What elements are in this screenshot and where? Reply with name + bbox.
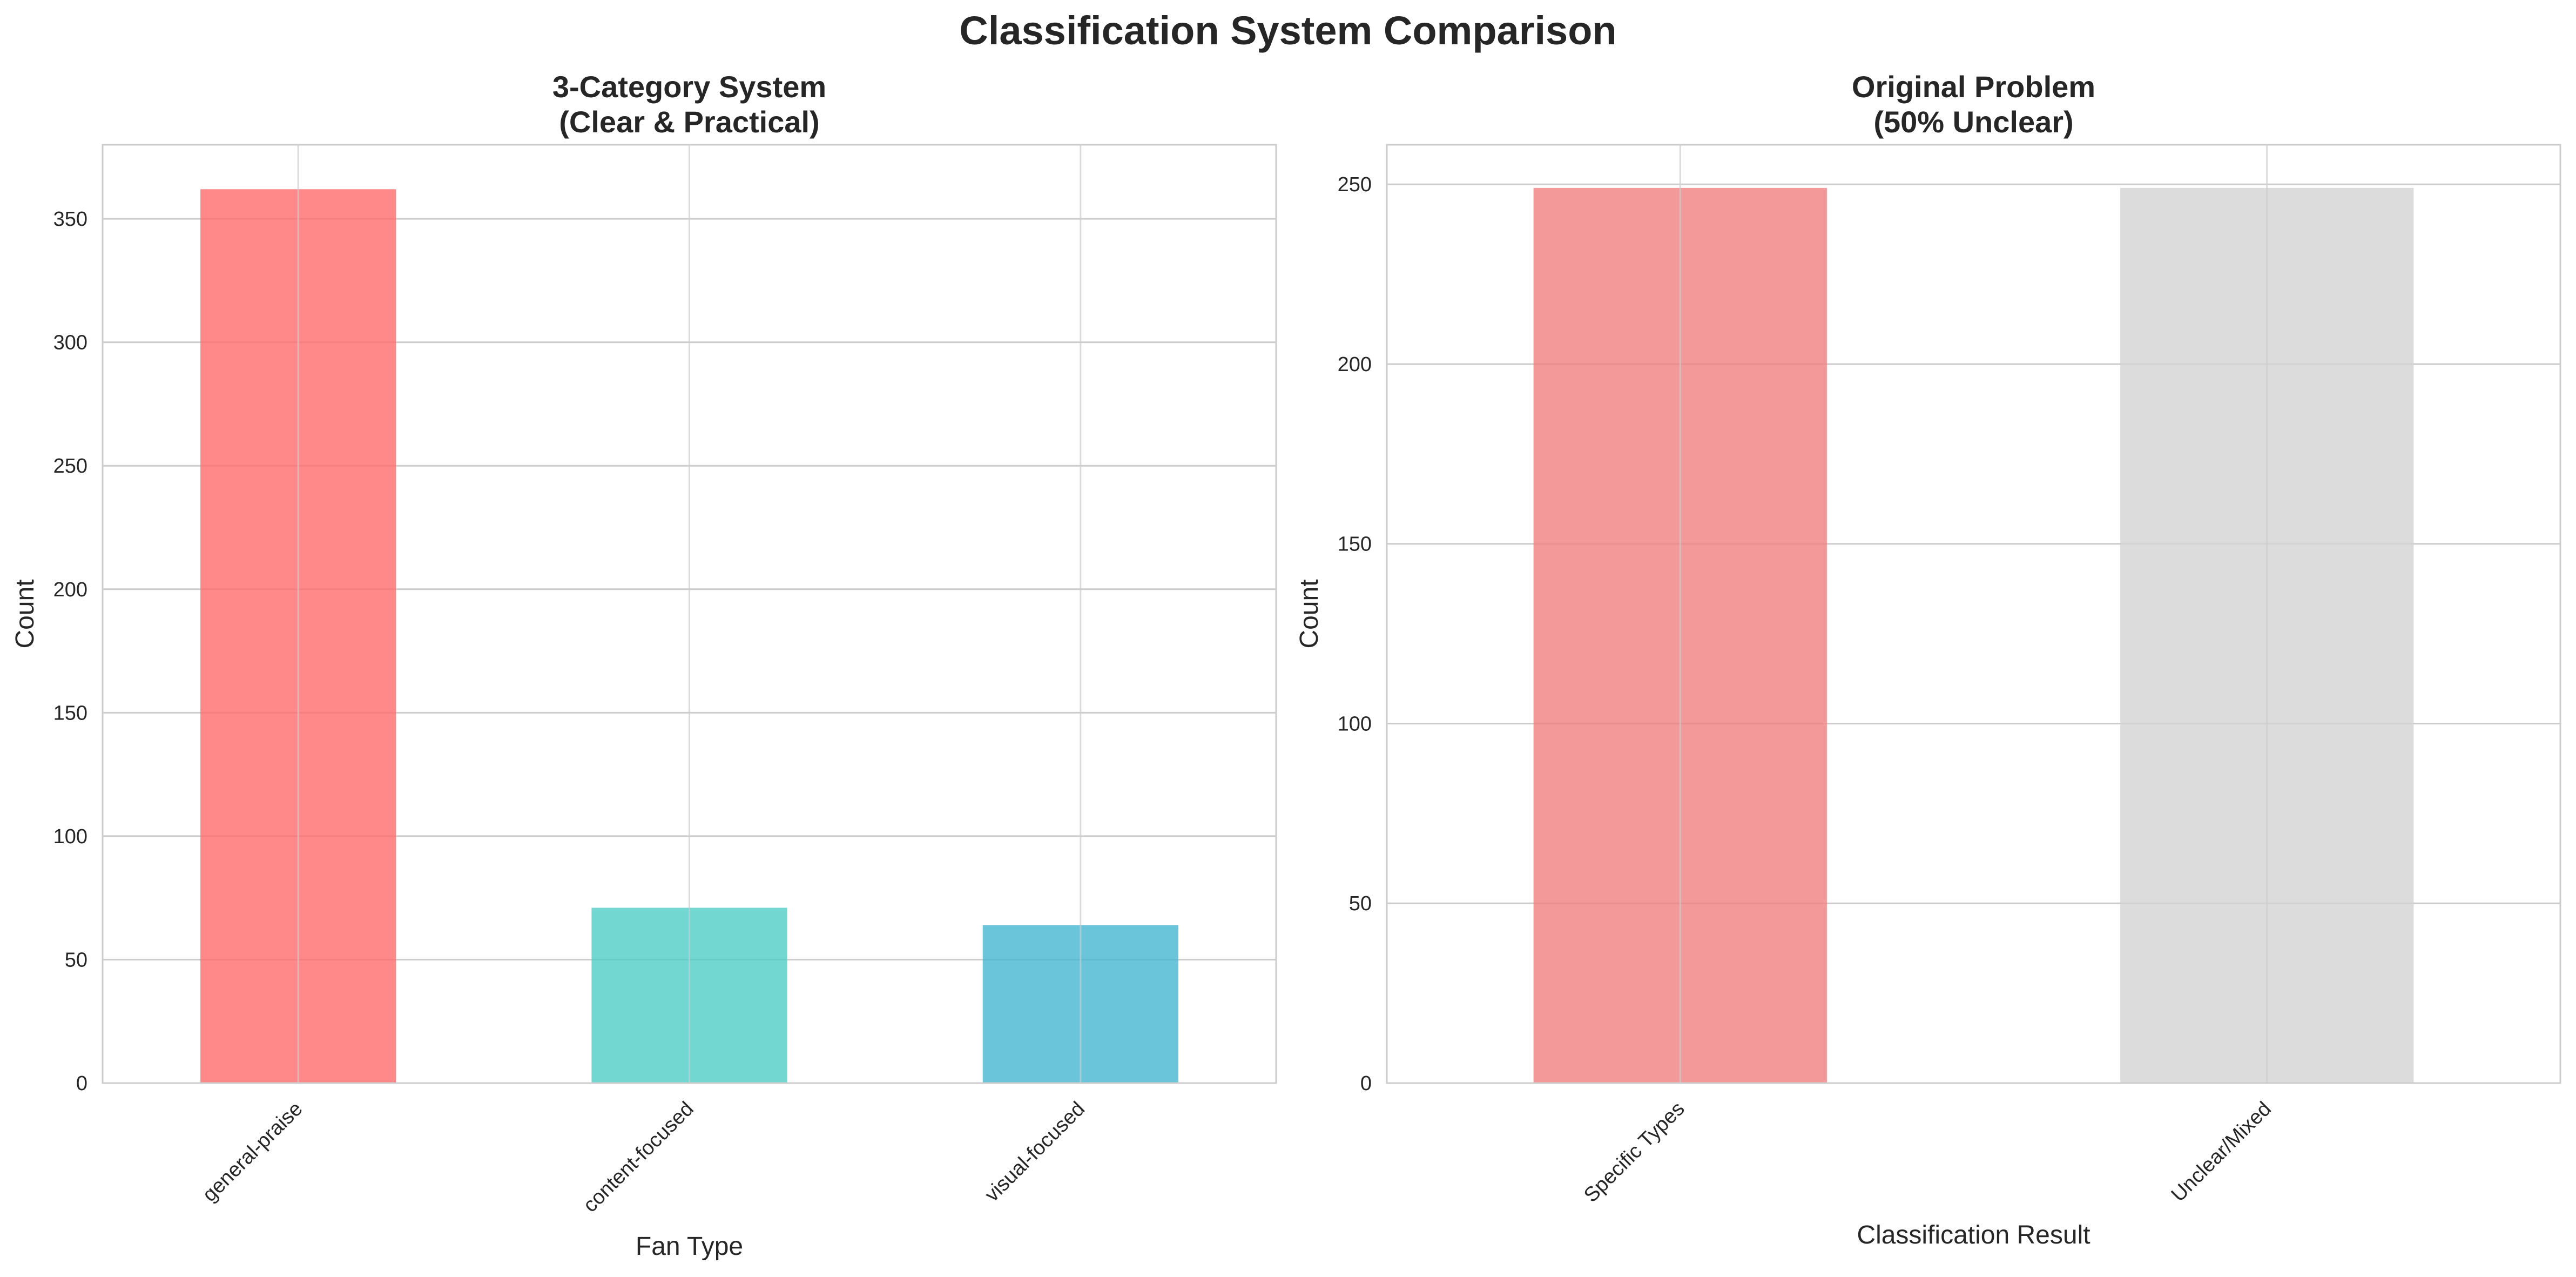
- chart-classification-result: Original Problem(50% Unclear) 0 50 100 150 20…: [1295, 70, 2561, 1249]
- y-tick-label: 300: [53, 332, 87, 354]
- x-tick-label-content-focused: content-focused: [579, 1098, 698, 1217]
- y-tick-label: 150: [53, 702, 87, 724]
- x-tick-label-general-praise: general-praise: [198, 1098, 307, 1206]
- y-tick-label: 50: [65, 949, 87, 971]
- chart-title-line: (50% Unclear): [1873, 105, 2073, 139]
- y-tick-label: 100: [53, 825, 87, 848]
- y-tick-label: 200: [53, 579, 87, 601]
- plot-frame: [1386, 144, 2561, 1084]
- chart-fan-type: 3-Category System(Clear & Practical) 0 50 1…: [11, 70, 1277, 1261]
- x-tick-label-specific-types: Specific Types: [1580, 1098, 1689, 1207]
- y-tick-label: 350: [53, 208, 87, 231]
- y-tick-label: 250: [53, 455, 87, 478]
- y-tick-label: 200: [1338, 353, 1372, 376]
- x-axis-label: Fan Type: [636, 1232, 743, 1261]
- y-tick-label: 0: [76, 1072, 87, 1095]
- y-tick-label: 250: [1338, 173, 1372, 196]
- y-tick-label: 0: [1360, 1072, 1372, 1095]
- x-tick-label-unclear-mixed: Unclear/Mixed: [2167, 1098, 2276, 1206]
- chart-title-line: Original Problem: [1852, 70, 2095, 104]
- chart-title-line: 3-Category System: [552, 70, 826, 104]
- y-tick-label: 50: [1349, 892, 1372, 915]
- figure-title: Classification System Comparison: [959, 8, 1616, 53]
- y-tick-label: 100: [1338, 713, 1372, 735]
- x-axis-label: Classification Result: [1857, 1221, 2090, 1249]
- y-axis-label: Count: [11, 579, 39, 648]
- y-axis-label: Count: [1295, 579, 1324, 648]
- x-tick-label-visual-focused: visual-focused: [981, 1098, 1089, 1206]
- plot-frame: [102, 144, 1277, 1084]
- y-tick-label: 150: [1338, 533, 1372, 556]
- chart-title-line: (Clear & Practical): [559, 105, 819, 139]
